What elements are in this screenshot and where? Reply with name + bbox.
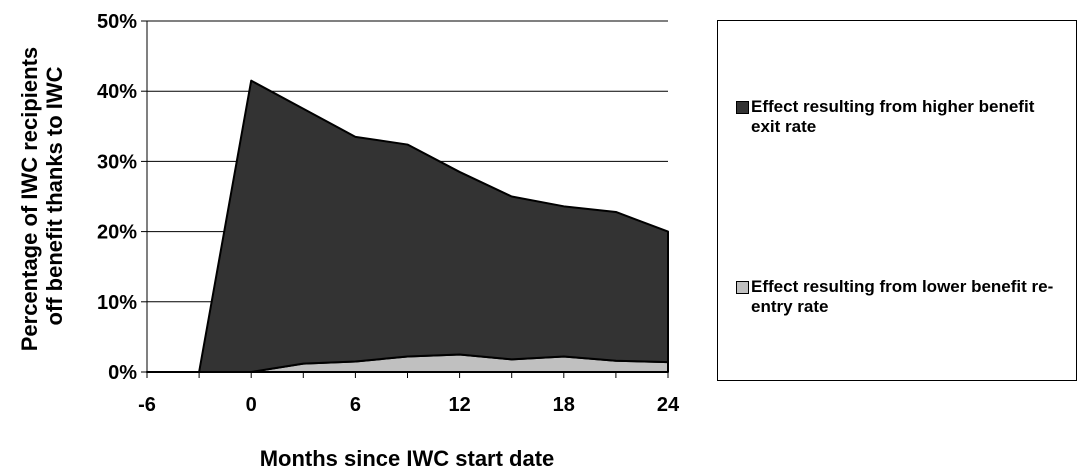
- y-axis-title: Percentage of IWC recipients off benefit…: [17, 41, 67, 352]
- y-tick-label: 20%: [97, 222, 137, 244]
- y-tick-label: 30%: [97, 151, 137, 173]
- y-tick-labels: 0% 10% 20% 30% 40% 50%: [97, 11, 137, 384]
- y-tick-label: 40%: [97, 81, 137, 103]
- x-axis-title: Months since IWC start date: [260, 446, 555, 471]
- y-tick-label: 0%: [108, 362, 137, 384]
- legend-label-lower-reentry-rate: Effect resulting from lower benefit re-e…: [751, 277, 1054, 316]
- legend-swatch-dark: [736, 101, 749, 114]
- y-tick-label: 10%: [97, 292, 137, 314]
- x-tick-label: 18: [553, 394, 575, 416]
- legend: Effect resulting from higher benefit exi…: [717, 20, 1077, 381]
- y-axis-title-line-1: Percentage of IWC recipients: [17, 47, 42, 351]
- x-tick-label: 6: [350, 394, 361, 416]
- x-tick-label: 0: [246, 394, 257, 416]
- legend-item-higher-exit-rate: Effect resulting from higher benefit exi…: [736, 97, 1066, 137]
- y-tick-label: 50%: [97, 11, 137, 33]
- x-tick-label: 24: [657, 394, 680, 416]
- x-tick-label: 12: [448, 394, 470, 416]
- x-tick-label: -6: [138, 394, 156, 416]
- series-area-1: [146, 79, 669, 373]
- legend-swatch-light: [736, 281, 749, 294]
- x-tick-labels: -6 0 6 12 18 24: [138, 394, 680, 416]
- y-axis-title-line-2: off benefit thanks to IWC: [42, 66, 67, 325]
- legend-label-higher-exit-rate: Effect resulting from higher benefit exi…: [751, 97, 1035, 136]
- axes: [141, 20, 669, 378]
- plot-area-series: [146, 79, 669, 373]
- legend-item-lower-reentry-rate: Effect resulting from lower benefit re-e…: [736, 277, 1066, 317]
